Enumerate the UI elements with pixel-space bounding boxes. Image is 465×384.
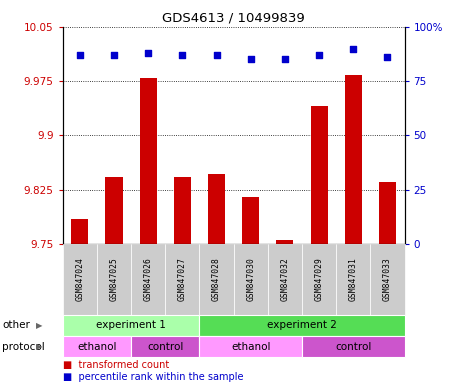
Text: GSM847024: GSM847024 bbox=[75, 257, 84, 301]
Text: GSM847031: GSM847031 bbox=[349, 257, 358, 301]
Text: ethanol: ethanol bbox=[231, 341, 271, 352]
Bar bbox=[311, 106, 328, 244]
Bar bbox=[71, 218, 88, 244]
Point bbox=[247, 56, 254, 63]
Text: GSM847028: GSM847028 bbox=[212, 257, 221, 301]
Text: protocol: protocol bbox=[2, 341, 45, 352]
Text: control: control bbox=[335, 341, 372, 352]
Text: ▶: ▶ bbox=[36, 342, 43, 351]
Point bbox=[110, 52, 118, 58]
Title: GDS4613 / 10499839: GDS4613 / 10499839 bbox=[162, 11, 305, 24]
Text: GSM847026: GSM847026 bbox=[144, 257, 153, 301]
Point bbox=[213, 52, 220, 58]
Text: control: control bbox=[147, 341, 184, 352]
Bar bbox=[174, 177, 191, 244]
Bar bbox=[242, 197, 259, 244]
Point bbox=[145, 50, 152, 56]
Point bbox=[281, 56, 289, 63]
Text: GSM847030: GSM847030 bbox=[246, 257, 255, 301]
Text: ■  percentile rank within the sample: ■ percentile rank within the sample bbox=[63, 372, 243, 382]
Text: ethanol: ethanol bbox=[77, 341, 117, 352]
Point bbox=[384, 54, 391, 60]
Text: GSM847029: GSM847029 bbox=[315, 257, 324, 301]
Point bbox=[76, 52, 84, 58]
Text: GSM847027: GSM847027 bbox=[178, 257, 187, 301]
Bar bbox=[208, 174, 225, 244]
Text: GSM847032: GSM847032 bbox=[280, 257, 289, 301]
Text: other: other bbox=[2, 320, 30, 331]
Bar bbox=[106, 177, 123, 244]
Bar bbox=[276, 240, 293, 244]
Text: GSM847025: GSM847025 bbox=[110, 257, 119, 301]
Text: ■  transformed count: ■ transformed count bbox=[63, 360, 169, 370]
Bar bbox=[140, 78, 157, 244]
Point bbox=[350, 45, 357, 51]
Bar bbox=[345, 75, 362, 244]
Text: ▶: ▶ bbox=[36, 321, 43, 330]
Text: experiment 2: experiment 2 bbox=[267, 320, 337, 331]
Point bbox=[179, 52, 186, 58]
Point bbox=[315, 52, 323, 58]
Bar bbox=[379, 182, 396, 244]
Text: experiment 1: experiment 1 bbox=[96, 320, 166, 331]
Text: GSM847033: GSM847033 bbox=[383, 257, 392, 301]
